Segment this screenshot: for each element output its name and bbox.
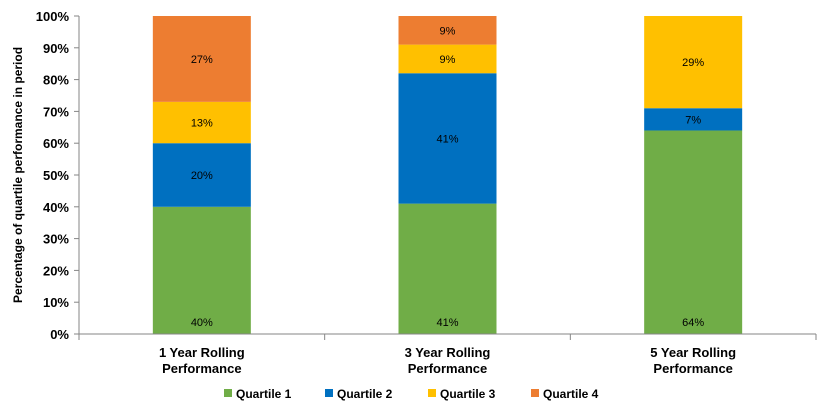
bar-segment-quartile-4 bbox=[398, 16, 497, 45]
bar-segment-quartile-2 bbox=[398, 73, 497, 204]
y-tick-label: 80% bbox=[43, 73, 69, 88]
axes bbox=[78, 16, 817, 340]
data-label: 20% bbox=[191, 170, 213, 182]
data-label: 13% bbox=[191, 118, 213, 130]
legend-label: Quartile 1 bbox=[236, 387, 292, 401]
y-tick-label: 70% bbox=[43, 104, 69, 119]
legend-label: Quartile 4 bbox=[543, 387, 599, 401]
bar-segment-quartile-2 bbox=[152, 143, 251, 207]
legend-label: Quartile 2 bbox=[337, 387, 393, 401]
y-axis-title-group: Percentage of quartile performance in pe… bbox=[11, 47, 25, 303]
bar-segment-quartile-1 bbox=[644, 130, 743, 334]
data-label: 41% bbox=[436, 317, 458, 329]
y-tick-label: 90% bbox=[43, 41, 69, 56]
data-label: 41% bbox=[436, 133, 458, 145]
legend-swatch bbox=[325, 389, 333, 397]
bar-segment-quartile-3 bbox=[152, 101, 251, 144]
data-labels: 40% 20% 13% 27% 41% 41% 9% 9% 64% 7% 29% bbox=[191, 25, 705, 329]
y-tick-label: 30% bbox=[43, 232, 69, 247]
bar-segment-quartile-4 bbox=[152, 16, 251, 102]
y-tick-label: 0% bbox=[50, 327, 69, 342]
legend-swatch bbox=[428, 389, 436, 397]
y-axis-ticks: 0% 10% 20% 30% 40% 50% 60% 70% 80% 90% 100% bbox=[36, 9, 79, 342]
bar-segment-quartile-3 bbox=[398, 44, 497, 74]
bar-segment-quartile-1 bbox=[398, 203, 497, 334]
data-label: 7% bbox=[685, 114, 701, 126]
y-tick-label: 60% bbox=[43, 136, 69, 151]
bar-segment-quartile-1 bbox=[152, 206, 251, 334]
legend-label: Quartile 3 bbox=[440, 387, 496, 401]
y-tick-label: 50% bbox=[43, 168, 69, 183]
data-label: 64% bbox=[682, 317, 704, 329]
y-tick-label: 10% bbox=[43, 295, 69, 310]
y-axis-title: Percentage of quartile performance in pe… bbox=[11, 47, 25, 303]
y-tick-label: 100% bbox=[36, 9, 70, 24]
data-label: 40% bbox=[191, 317, 213, 329]
x-axis-labels: 1 Year Rolling Performance 3 Year Rolling P… bbox=[159, 345, 736, 376]
bar-segment-quartile-2 bbox=[644, 108, 743, 131]
x-category-label: 5 Year Rolling Performance bbox=[650, 345, 736, 376]
x-category-label: 1 Year Rolling Performance bbox=[159, 345, 245, 376]
legend: Quartile 1 Quartile 2 Quartile 3 Quartile 4 bbox=[224, 387, 599, 401]
bar-segment-quartile-3 bbox=[644, 16, 743, 109]
legend-swatch bbox=[531, 389, 539, 397]
data-label: 9% bbox=[440, 25, 456, 37]
y-tick-label: 20% bbox=[43, 263, 69, 278]
bars bbox=[152, 16, 743, 334]
data-label: 9% bbox=[440, 54, 456, 66]
legend-swatch bbox=[224, 389, 232, 397]
data-label: 29% bbox=[682, 57, 704, 69]
y-tick-label: 40% bbox=[43, 200, 69, 215]
data-label: 27% bbox=[191, 54, 213, 66]
x-category-label: 3 Year Rolling Performance bbox=[405, 345, 491, 376]
